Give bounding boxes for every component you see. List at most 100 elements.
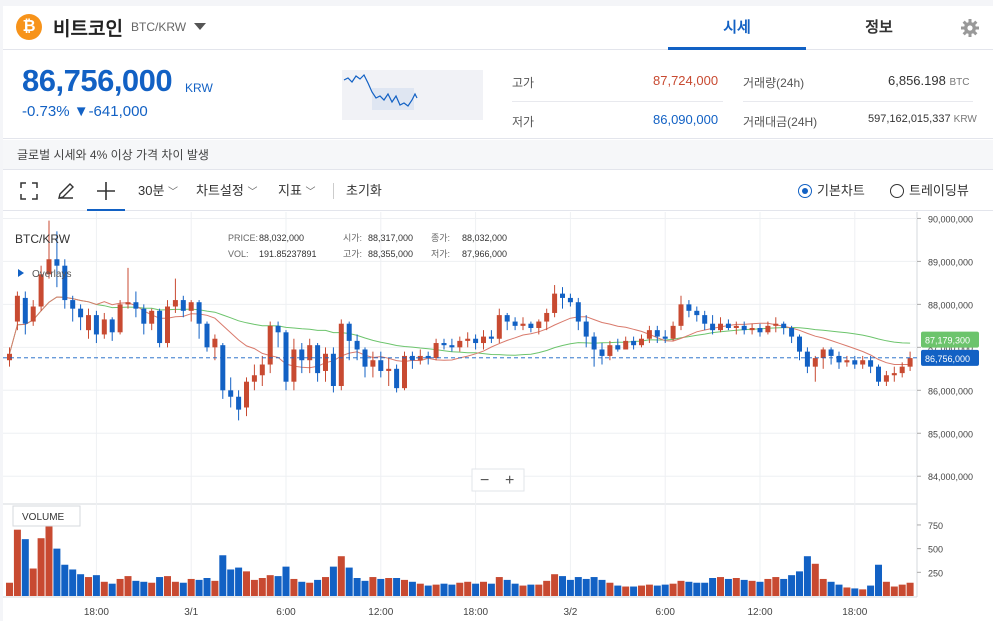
candle-body <box>204 323 210 348</box>
tradingview-radio[interactable] <box>890 184 904 198</box>
candle-body <box>402 355 407 389</box>
volume-bar <box>788 575 796 596</box>
volume-bar <box>906 582 914 596</box>
interval-select[interactable]: 30분 ﹀ <box>138 171 178 211</box>
gear-icon[interactable] <box>960 18 980 38</box>
chart-toolbar: 30분 ﹀ 차트설정 ﹀ 지표 ﹀ 초기화 기본차트 트레이딩뷰 <box>3 171 993 211</box>
candle-body <box>781 323 787 328</box>
volume-bar <box>819 578 827 596</box>
coin-pair[interactable]: BTC/KRW <box>131 20 187 34</box>
candle-body <box>804 351 810 367</box>
amount-number: 597,162,015,337 <box>868 113 951 125</box>
legend-open: 88,317,000 <box>368 233 413 243</box>
volume-bar <box>535 584 543 596</box>
candle-body <box>46 259 52 275</box>
play-icon[interactable] <box>18 269 24 277</box>
candle-body <box>188 302 194 311</box>
volume-axis: 750 500 250 <box>917 521 943 578</box>
fullscreen-icon[interactable] <box>20 182 38 200</box>
candle-body <box>575 302 581 322</box>
coin-name[interactable]: 비트코인 <box>53 19 123 40</box>
volume-bar <box>219 555 227 596</box>
zoom-in-button[interactable]: + <box>505 472 514 489</box>
low-value: 86,090,000 <box>653 112 719 127</box>
current-price-tag <box>921 349 979 366</box>
candle-body <box>78 308 84 318</box>
volume-bar <box>890 586 898 596</box>
volume-bar <box>851 588 859 596</box>
candle-body <box>607 345 613 356</box>
legend-price-label: PRICE: <box>228 233 258 243</box>
candle-body <box>789 328 795 337</box>
volume-bar <box>53 548 61 596</box>
tab-info[interactable]: 정보 <box>865 19 893 36</box>
basic-chart-radio[interactable] <box>798 184 812 198</box>
volume-bar <box>843 587 851 596</box>
volume-bar <box>69 569 77 596</box>
volume-bar <box>661 584 669 596</box>
volume-bar <box>108 583 116 596</box>
candle-body <box>228 390 234 397</box>
candle-body <box>291 349 297 382</box>
chart-settings-label: 차트설정 <box>196 183 244 198</box>
volume-bar <box>645 584 653 596</box>
chevron-down-icon[interactable] <box>194 23 206 30</box>
volume-bar <box>669 583 677 596</box>
volume-bar <box>440 583 448 596</box>
volume-bar <box>764 578 772 596</box>
tradingview-label[interactable]: 트레이딩뷰 <box>909 183 969 198</box>
candle-body <box>346 323 352 341</box>
volume-bar <box>780 578 788 596</box>
candle-body <box>236 396 242 410</box>
indicators-select[interactable]: 지표 ﹀ <box>278 171 316 211</box>
volume-bar <box>487 583 495 596</box>
volume-bar <box>717 577 724 596</box>
sparkline-highlight <box>372 88 414 110</box>
volume-bar <box>227 569 235 596</box>
volume-bar <box>211 580 219 596</box>
basic-chart-label[interactable]: 기본차트 <box>817 183 865 198</box>
volume-bar <box>685 581 693 596</box>
volume-bar <box>235 567 243 596</box>
candle-body <box>220 345 226 391</box>
pencil-icon[interactable] <box>56 181 76 201</box>
volume-bar <box>898 584 906 596</box>
chevron-down-icon: ﹀ <box>168 187 179 198</box>
candle-body <box>718 323 723 331</box>
zoom-out-button[interactable]: − <box>480 472 489 489</box>
candle-body <box>338 323 344 386</box>
candle-body <box>7 353 12 361</box>
reset-button[interactable]: 초기화 <box>346 183 382 198</box>
candle-body <box>180 300 186 311</box>
volume-bar <box>140 581 148 596</box>
candle-body <box>860 360 866 365</box>
legend-pair: BTC/KRW <box>15 232 71 246</box>
price-chart[interactable]: 90,000,000 89,000,000 88,000,000 87,000,000… <box>3 212 993 621</box>
tab-quote[interactable]: 시세 <box>668 6 806 50</box>
crosshair-tool[interactable] <box>87 171 125 211</box>
volume-bar <box>835 584 843 596</box>
candle-body <box>109 319 115 333</box>
candle-body <box>370 360 376 367</box>
moving-averages <box>9 296 911 369</box>
volume-bar <box>709 578 717 596</box>
candle-body <box>891 373 897 376</box>
volume-bar <box>132 580 140 596</box>
candle-body <box>544 312 550 322</box>
time-tick-label: 18:00 <box>84 607 109 618</box>
volume-bar <box>156 577 164 596</box>
legend-close-label: 종가: <box>431 233 450 243</box>
candle-body <box>567 297 573 303</box>
volume-bar <box>677 580 685 596</box>
candle-body <box>496 315 502 339</box>
volume-bar <box>511 583 519 596</box>
volume-bar <box>179 582 187 596</box>
candle-body <box>797 336 802 352</box>
overlays-toggle[interactable]: Overlays <box>32 269 71 280</box>
candle-body <box>315 345 321 374</box>
legend-low: 87,966,000 <box>462 249 507 259</box>
candle-body <box>844 360 850 363</box>
volume-bar <box>574 577 582 596</box>
candles <box>7 220 913 421</box>
chart-settings-select[interactable]: 차트설정 ﹀ <box>196 171 257 211</box>
